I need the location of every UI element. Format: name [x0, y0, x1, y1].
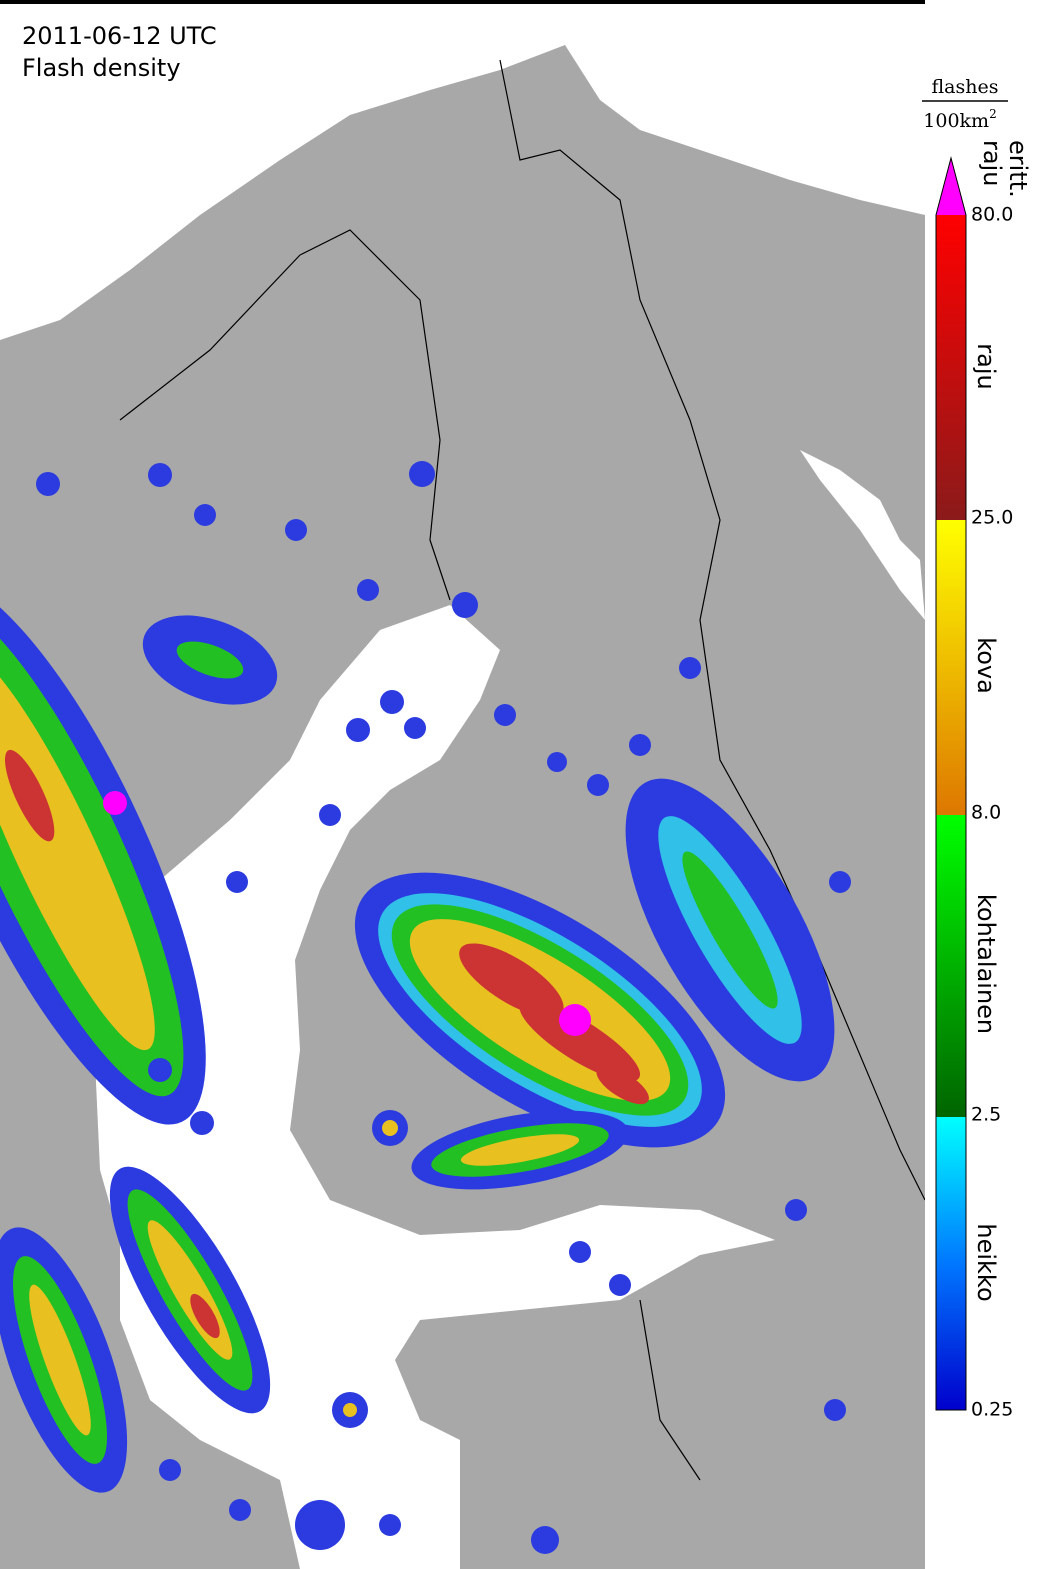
unit-denominator: 100km2 [923, 107, 996, 132]
class-label: raju [972, 343, 1000, 389]
extreme-class-line: eritt. [1004, 140, 1032, 198]
unit-numerator: flashes [932, 76, 999, 98]
unit-exponent: 2 [989, 107, 997, 121]
date: 2011-06-12 UTC [22, 22, 217, 50]
level-label: 80.0 [971, 204, 1013, 226]
colorbar: flashes 100km2 80.0 25.0 8.0 2.5 0.25 eritt.… [922, 76, 1032, 1421]
level-label: 8.0 [971, 802, 1001, 824]
level-label: 0.25 [971, 1399, 1013, 1421]
map [0, 0, 926, 1569]
extreme-class-line: raju [978, 140, 1006, 186]
unit-base: 100km [923, 110, 989, 132]
class-label: heikko [972, 1223, 1000, 1301]
level-label: 25.0 [971, 507, 1013, 529]
extreme-class: eritt.raju [978, 140, 1032, 198]
flash-density [0, 461, 851, 1554]
class-label: kohtalainen [972, 894, 1000, 1034]
class-label: kova [972, 637, 1000, 694]
level-label: 2.5 [971, 1104, 1001, 1126]
title: Flash density [22, 54, 181, 82]
